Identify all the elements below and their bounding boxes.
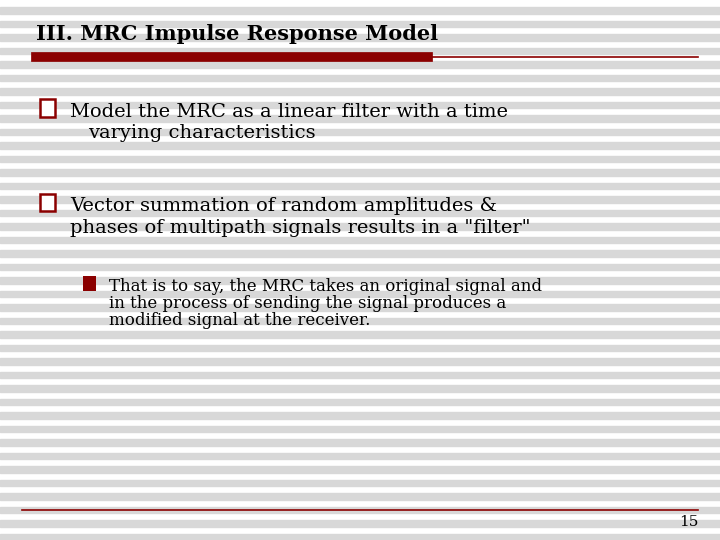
Bar	[0, 331, 720, 338]
Bar	[0, 88, 720, 94]
Bar	[0, 385, 720, 392]
Bar	[0, 237, 720, 243]
Bar	[0, 399, 720, 405]
Bar	[0, 102, 720, 108]
Text: 15: 15	[679, 515, 698, 529]
Bar	[0, 223, 720, 230]
Text: Model the MRC as a linear filter with a time: Model the MRC as a linear filter with a …	[70, 103, 508, 120]
Bar	[0, 21, 720, 27]
Bar	[0, 34, 720, 40]
Bar	[0, 264, 720, 270]
Bar	[0, 466, 720, 472]
Text: III. MRC Impulse Response Model: III. MRC Impulse Response Model	[36, 24, 438, 44]
Text: in the process of sending the signal produces a: in the process of sending the signal pro…	[109, 295, 506, 312]
Text: varying characteristics: varying characteristics	[88, 124, 315, 142]
Bar	[0, 453, 720, 459]
Bar	[0, 48, 720, 54]
Bar	[0, 520, 720, 526]
Bar	[0, 345, 720, 351]
Text: modified signal at the receiver.: modified signal at the receiver.	[109, 312, 370, 329]
Bar	[0, 210, 720, 216]
Bar	[0, 412, 720, 418]
Bar	[0, 534, 720, 540]
Bar	[0, 426, 720, 432]
Bar	[0, 318, 720, 324]
Bar	[0, 439, 720, 446]
Bar	[0, 196, 720, 202]
Text: Vector summation of random amplitudes &: Vector summation of random amplitudes &	[70, 197, 497, 215]
Bar	[0, 61, 720, 68]
Bar	[0, 291, 720, 297]
Bar	[0, 250, 720, 256]
Bar	[0, 277, 720, 284]
Bar	[0, 372, 720, 378]
Bar	[0, 304, 720, 310]
Bar	[0, 115, 720, 122]
Bar	[0, 156, 720, 162]
FancyBboxPatch shape	[83, 276, 96, 291]
Text: That is to say, the MRC takes an original signal and: That is to say, the MRC takes an origina…	[109, 278, 541, 295]
Bar	[0, 507, 720, 513]
Bar	[0, 183, 720, 189]
Bar	[0, 129, 720, 135]
Bar	[0, 493, 720, 500]
Bar	[0, 480, 720, 486]
Bar	[0, 75, 720, 81]
Bar	[0, 358, 720, 365]
Bar	[0, 7, 720, 14]
Bar	[0, 169, 720, 176]
Text: phases of multipath signals results in a "filter": phases of multipath signals results in a…	[70, 219, 531, 237]
FancyBboxPatch shape	[40, 193, 55, 211]
FancyBboxPatch shape	[40, 99, 55, 117]
Bar	[0, 142, 720, 149]
